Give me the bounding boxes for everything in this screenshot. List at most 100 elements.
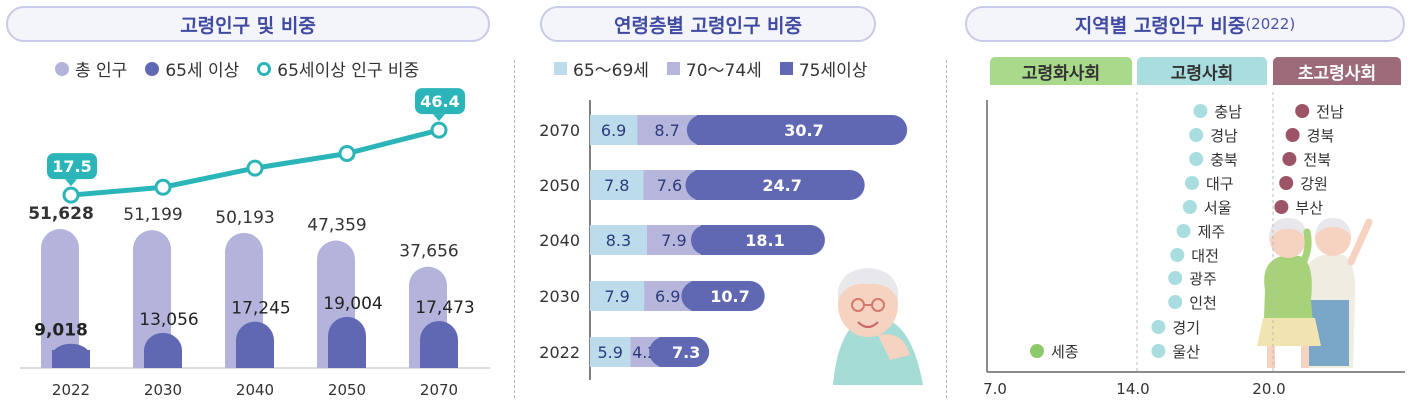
y-tick-label: 2070: [539, 121, 580, 140]
data-label: 7.3: [672, 343, 700, 362]
panel3-title: 지역별 고령인구 비중 (2022): [965, 6, 1405, 42]
region-label: 경북: [1307, 127, 1335, 145]
chart-elderly-population: 51,628 9,018 2022 51,199 13,056 2030 50,193 17,…: [20, 88, 490, 399]
legend-item-ratio: 65세이상 인구 비중: [257, 56, 419, 81]
panel-age-group-share: 연령층별 고령인구 비중 65～69세 70～74세 75세이상 2070 6.9…: [518, 0, 948, 408]
legend-swatch: [257, 61, 272, 76]
bar-segment-75plus: [685, 170, 865, 200]
separator: [514, 60, 515, 398]
bar-segment-65-69: [590, 170, 644, 200]
y-tick-label: 2050: [539, 176, 580, 195]
region-label: 경남: [1210, 127, 1238, 145]
line-data-label: 46.4: [420, 92, 459, 111]
legend-swatch: [666, 62, 680, 75]
panel-regional-share: 지역별 고령인구 비중 (2022) 고령화사회 고령사회 초고령사회 7.0 1…: [955, 0, 1415, 408]
region-point: [1030, 344, 1044, 358]
panel3-title-year: (2022): [1245, 15, 1296, 33]
bar-segment-65-69: [590, 115, 638, 145]
bar-segment-75plus-joint: [695, 170, 708, 200]
zone-super-aged-society: 초고령사회: [1273, 57, 1401, 85]
data-label: 30.7: [784, 121, 823, 140]
region-point: [1182, 200, 1197, 214]
panel2-title: 연령층별 고령인구 비중: [540, 6, 876, 42]
legend-item-70-74: 70～74세: [666, 56, 762, 81]
elderly-couple-illustration: [1257, 218, 1373, 368]
line-point: [154, 178, 172, 196]
line-point: [430, 121, 448, 139]
line-label-pointer: [65, 179, 77, 187]
region-point: [1170, 248, 1185, 262]
separator: [946, 60, 947, 398]
bar-65plus-base: [236, 350, 274, 368]
chart-age-group-share: 2070 6.9 8.7 30.7 2050 7.8 7.6 24.7 2040 8.3 7.9 18…: [539, 100, 923, 385]
panel2-title-text: 연령층별 고령인구 비중: [613, 14, 803, 37]
bar-segment-75plus: [686, 115, 908, 145]
data-label: 8.3: [606, 231, 631, 250]
region-label: 울산: [1172, 343, 1200, 361]
region-label: 제주: [1198, 223, 1226, 241]
data-label-total: 37,656: [399, 242, 458, 262]
region-label: 부산: [1295, 199, 1323, 217]
line-label-pointer: [433, 114, 445, 122]
legend-label: 65세 이상: [165, 61, 240, 81]
legend-label: 70～74세: [685, 61, 762, 81]
region-label: 광주: [1189, 270, 1217, 288]
x-tick-label: 2070: [420, 381, 458, 399]
legend-label: 65세이상 인구 비중: [277, 61, 420, 81]
line-label-bubble: [415, 88, 465, 115]
region-point: [1151, 320, 1166, 334]
y-tick-label: 2022: [539, 343, 580, 362]
bar-segment-65-69: [590, 337, 631, 367]
region-point: [1279, 176, 1294, 190]
x-tick-label: 2030: [144, 381, 182, 399]
bar-segment-75plus: [690, 225, 825, 255]
y-tick-label: 2030: [539, 287, 580, 306]
legend-item-total: 총 인구: [55, 56, 127, 81]
data-label: 8.7: [654, 121, 679, 140]
line-point: [246, 159, 264, 177]
panel2-legend: 65～69세 70～74세 75세이상: [554, 56, 885, 81]
bar-segment-75plus-joint: [700, 225, 713, 255]
panel-elderly-population: 고령인구 및 비중 총 인구 65세 이상 65세이상 인구 비중 51,628…: [0, 0, 500, 408]
region-point: [1274, 200, 1289, 214]
legend-label: 65～69세: [573, 61, 649, 81]
data-label-65plus: 19,004: [323, 294, 382, 314]
line-point: [62, 186, 80, 204]
region-label: 세종: [1051, 343, 1079, 361]
data-label: 18.1: [745, 231, 784, 250]
data-label: 7.6: [657, 176, 682, 195]
x-tick-label: 2022: [52, 381, 90, 399]
bar-65plus-base: [420, 350, 458, 368]
data-label-65plus: 9,018: [34, 321, 88, 341]
region-label: 서울: [1204, 199, 1232, 217]
panel1-title: 고령인구 및 비중: [6, 6, 490, 42]
bar-segment-65-69: [590, 281, 645, 311]
region-label: 대전: [1191, 247, 1219, 265]
panel3-title-text: 지역별 고령인구 비중: [1074, 14, 1246, 37]
region-label: 대구: [1206, 175, 1234, 193]
data-label: 24.7: [762, 176, 801, 195]
bar-segment-75plus-joint: [659, 337, 672, 367]
x-tick-label: 2040: [236, 381, 274, 399]
region-point: [1295, 104, 1310, 118]
data-label-total: 50,193: [215, 208, 274, 228]
panel1-title-text: 고령인구 및 비중: [180, 14, 316, 37]
data-label: 7.9: [661, 231, 686, 250]
line-label-bubble: [47, 153, 97, 180]
bar-65plus-base: [328, 350, 366, 368]
x-tick-label: 14.0: [1116, 380, 1149, 398]
data-label: 7.9: [604, 287, 629, 306]
zone-label: 초고령사회: [1297, 63, 1377, 84]
legend-swatch: [554, 62, 567, 75]
region-point: [1189, 152, 1204, 166]
region-label: 전북: [1303, 151, 1331, 169]
legend-label: 총 인구: [75, 61, 128, 81]
region-label: 강원: [1300, 175, 1328, 193]
region-point: [1168, 295, 1183, 309]
data-label-total: 47,359: [307, 215, 366, 235]
line-data-label: 17.5: [52, 157, 91, 176]
zone-aging-society: 고령화사회: [990, 57, 1132, 85]
legend-item-75plus: 75세이상: [779, 56, 867, 81]
y-tick-label: 2040: [539, 231, 580, 250]
